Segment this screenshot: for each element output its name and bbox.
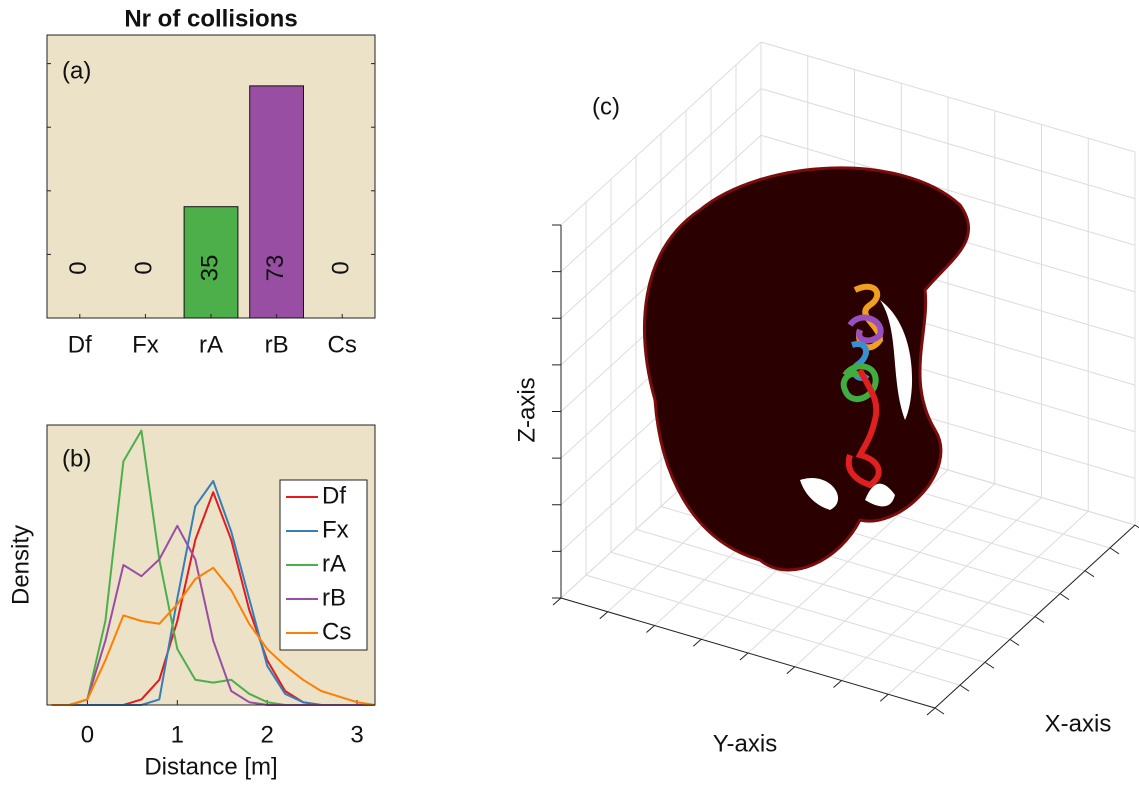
- trajectory: [845, 368, 882, 489]
- x-axis-label: Distance [m]: [144, 753, 277, 780]
- z-axis-label: Z-axis: [513, 377, 540, 442]
- tick: [1134, 524, 1139, 529]
- tick: [1084, 570, 1095, 578]
- tick: [1059, 593, 1070, 601]
- data-label: 35: [196, 255, 223, 282]
- bar: [249, 85, 304, 319]
- tick: [646, 625, 655, 633]
- x-tick-label: rB: [265, 331, 289, 358]
- x-tick-label: rA: [199, 331, 223, 358]
- tick: [1009, 638, 1020, 646]
- x-tick-label: 1: [171, 721, 184, 748]
- x-tick-label: Fx: [132, 331, 159, 358]
- tick: [739, 652, 749, 661]
- trajectory: [847, 314, 884, 344]
- legend-label: Cs: [322, 618, 351, 645]
- tick: [879, 693, 889, 702]
- tick: [833, 680, 842, 688]
- data-label: 0: [65, 261, 92, 274]
- x-tick-label: Cs: [328, 331, 357, 358]
- grid-line: [760, 88, 1136, 200]
- grid-line: [760, 134, 1136, 246]
- tick: [959, 684, 970, 692]
- x-tick-label: 2: [260, 721, 273, 748]
- trajectory: [840, 363, 879, 402]
- chart-title: Nr of collisions: [124, 5, 297, 32]
- panel-label: (a): [62, 57, 91, 84]
- mesh-hole: [800, 477, 839, 510]
- tick: [984, 661, 995, 669]
- legend-label: Fx: [322, 516, 349, 543]
- mesh: [642, 166, 971, 572]
- panel-label: (b): [62, 445, 91, 472]
- data-label: 0: [131, 261, 158, 274]
- tick: [692, 638, 702, 647]
- grid-line: [560, 134, 762, 319]
- legend-label: Df: [322, 482, 346, 509]
- x-tick-label: 0: [81, 721, 94, 748]
- tick: [1109, 547, 1120, 555]
- axis-line: [560, 597, 936, 709]
- tick: [552, 597, 562, 606]
- grid-line: [560, 88, 762, 272]
- tick: [926, 707, 936, 716]
- y-axis-label: Density: [7, 525, 34, 605]
- grid-line: [760, 41, 1136, 153]
- tick: [934, 707, 945, 715]
- mesh-hole: [865, 483, 895, 507]
- data-label: 73: [262, 255, 289, 282]
- tick: [786, 666, 796, 675]
- tick: [1034, 616, 1045, 623]
- axis-line: [934, 524, 1136, 709]
- x-axis-label: X-axis: [1045, 710, 1112, 737]
- plot-frame: [46, 424, 376, 706]
- tick: [599, 611, 609, 620]
- grid-line: [841, 497, 1042, 681]
- data-label: 0: [328, 261, 355, 274]
- grid-line: [560, 41, 762, 226]
- legend-label: rB: [322, 584, 346, 611]
- x-tick-label: Df: [68, 331, 92, 358]
- mesh-body: [642, 166, 971, 572]
- x-tick-label: 3: [350, 721, 363, 748]
- density-line: [51, 566, 376, 706]
- grid-line: [887, 510, 1089, 695]
- grid-line: [794, 483, 996, 668]
- legend-label: rA: [322, 550, 346, 577]
- panels-2d: Nr of collisions (a) Df 0 Fx 0 rA 35 rB 73 Cs 0 (b) 0…: [7, 5, 376, 780]
- panel-label: (c): [592, 93, 620, 120]
- mesh-hole: [880, 300, 913, 420]
- y-axis-label: Y-axis: [713, 730, 777, 757]
